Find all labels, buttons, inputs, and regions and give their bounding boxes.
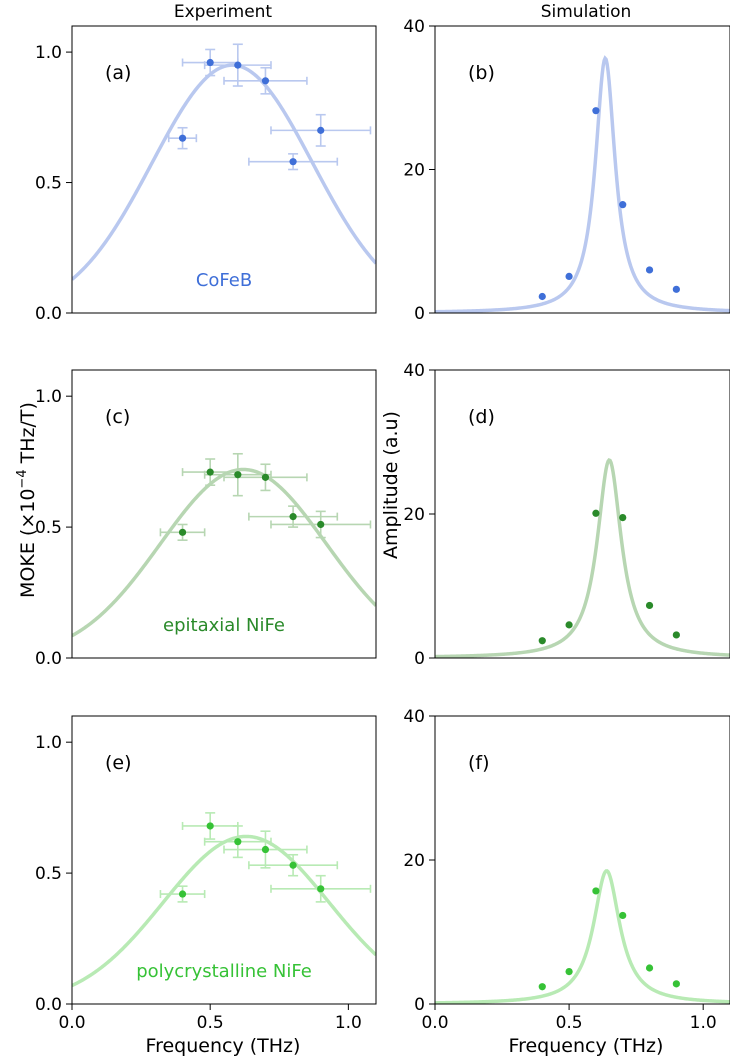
y-tick-label: 20 — [403, 851, 425, 871]
data-point — [592, 509, 600, 517]
data-point — [538, 292, 546, 301]
right-y-axis-title: Amplitude (a.u) — [380, 411, 402, 559]
y-tick-label: 1.0 — [35, 733, 62, 753]
data-point — [619, 514, 627, 522]
fit-curve — [435, 55, 730, 313]
y-tick-label: 0 — [414, 304, 425, 324]
data-point — [592, 887, 600, 895]
data-point — [317, 885, 325, 893]
data-point — [619, 201, 627, 209]
data-point — [565, 272, 573, 281]
data-point — [206, 822, 214, 830]
axes-frame — [71, 715, 377, 1005]
panels-group: 0.0 0.5 1.0 (a) CoFeB 0 20 40 (b) 0.0 0.5 1.0 (c) epi… — [35, 17, 730, 1033]
chart-panel-6: 0 20 40 0.0 0.5 1.0 (f) — [403, 707, 730, 1033]
y-tick-label: 0.0 — [35, 304, 62, 324]
data-point — [317, 520, 325, 529]
data-point — [234, 61, 242, 69]
data-point — [592, 107, 600, 115]
data-point — [565, 621, 573, 629]
axes-frame — [71, 25, 377, 314]
data-point — [645, 266, 654, 274]
data-point — [178, 528, 187, 536]
panel-label: (b) — [468, 62, 495, 84]
y-tick-label: 1.0 — [35, 387, 62, 407]
x-tick-label: 0.0 — [421, 1013, 448, 1033]
data-point — [672, 980, 680, 988]
y-tick-label: 0.5 — [35, 864, 62, 884]
panel-label: (c) — [105, 406, 130, 428]
y-tick-label: 0 — [414, 995, 425, 1015]
x-tick-label: 0.5 — [197, 1013, 224, 1033]
panel-label: (a) — [105, 62, 131, 84]
y-tick-label: 20 — [403, 505, 425, 525]
y-tick-label: 0.0 — [35, 995, 62, 1015]
fit-curve — [435, 869, 730, 1004]
x-axis-title-left: Frequency (THz) — [146, 1035, 301, 1057]
axes-frame — [71, 369, 377, 659]
data-point — [317, 126, 325, 134]
fit-curve — [72, 63, 376, 281]
data-point — [261, 77, 270, 85]
sample-label: polycrystalline NiFe — [136, 961, 312, 982]
x-tick-label: 0.0 — [58, 1013, 85, 1033]
x-tick-label: 0.5 — [556, 1013, 583, 1033]
column-title-simulation: Simulation — [541, 2, 632, 22]
data-point — [565, 968, 573, 976]
data-point — [178, 134, 187, 142]
fit-curve — [435, 457, 730, 658]
data-point — [538, 637, 546, 645]
chart-panel-4: 0 20 40 (d) — [403, 361, 730, 669]
data-point — [289, 513, 297, 521]
data-point — [645, 964, 654, 972]
data-point — [619, 911, 627, 920]
data-point — [261, 473, 270, 481]
left-y-axis-title: MOKE (×10−4 THz/T) — [15, 402, 39, 598]
y-tick-label: 0.5 — [35, 174, 62, 194]
y-tick-label: 40 — [403, 17, 425, 37]
data-point — [206, 468, 214, 476]
x-axis-title-right: Frequency (THz) — [509, 1035, 664, 1057]
y-tick-label: 0.5 — [35, 518, 62, 538]
y-tick-label: 0.0 — [35, 649, 62, 669]
x-tick-label: 1.0 — [335, 1013, 362, 1033]
data-point — [538, 983, 546, 991]
data-point — [645, 601, 654, 610]
y-tick-label: 40 — [403, 361, 425, 381]
data-point — [178, 890, 187, 898]
y-tick-label: 0 — [414, 649, 425, 669]
panel-label: (f) — [468, 752, 490, 774]
y-tick-label: 1.0 — [35, 43, 62, 63]
panel-label: (d) — [468, 406, 495, 428]
fit-curve — [72, 467, 376, 638]
data-point — [289, 861, 297, 869]
chart-panel-5: 0.0 0.5 1.0 0.0 0.5 1.0 (e) polycrystalline NiF… — [35, 715, 377, 1033]
y-tick-label: 20 — [403, 161, 425, 181]
column-title-experiment: Experiment — [174, 2, 273, 22]
data-point — [289, 158, 297, 166]
panel-label: (e) — [105, 752, 132, 774]
x-tick-label: 1.0 — [690, 1013, 717, 1033]
chart-panel-1: 0.0 0.5 1.0 (a) CoFeB — [35, 25, 377, 324]
data-point — [261, 845, 270, 854]
data-point — [234, 838, 242, 846]
data-point — [672, 285, 680, 293]
data-point — [234, 471, 242, 479]
sample-label: epitaxial NiFe — [163, 615, 285, 636]
data-point — [672, 631, 680, 639]
y-tick-label: 40 — [403, 707, 425, 727]
chart-panel-3: 0.0 0.5 1.0 (c) epitaxial NiFe — [35, 369, 377, 669]
sample-label: CoFeB — [196, 270, 252, 291]
chart-panel-2: 0 20 40 (b) — [403, 17, 730, 324]
data-point — [206, 58, 214, 67]
